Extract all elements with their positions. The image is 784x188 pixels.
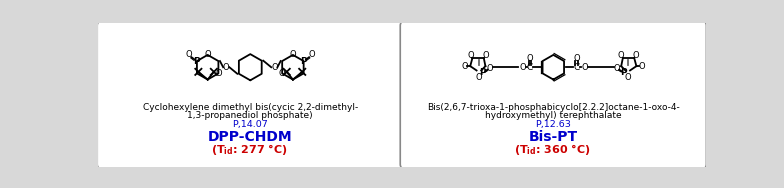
Text: O: O <box>223 63 230 72</box>
Text: O: O <box>581 63 588 72</box>
Text: O: O <box>573 54 580 63</box>
Text: O: O <box>185 50 192 59</box>
Text: O: O <box>618 51 625 60</box>
Text: 1,3-propanediol phosphate): 1,3-propanediol phosphate) <box>187 111 313 120</box>
Text: P: P <box>620 68 627 77</box>
Text: O: O <box>527 54 533 63</box>
Text: O: O <box>271 63 278 72</box>
Text: O: O <box>519 63 525 72</box>
Text: DPP-CHDM: DPP-CHDM <box>208 130 292 144</box>
Text: P: P <box>194 57 200 66</box>
Text: O: O <box>638 62 645 71</box>
FancyBboxPatch shape <box>401 21 706 169</box>
Text: C: C <box>573 63 579 72</box>
Text: Cyclohexylene dimethyl bis(cycic 2,2-dimethyl-: Cyclohexylene dimethyl bis(cycic 2,2-dim… <box>143 103 358 112</box>
Text: hydroxymethyl) terephthalate: hydroxymethyl) terephthalate <box>485 111 622 120</box>
Text: O: O <box>279 69 285 78</box>
Text: O: O <box>215 69 222 78</box>
Text: O: O <box>614 64 620 73</box>
Text: O: O <box>476 73 482 82</box>
Text: O: O <box>486 64 493 73</box>
Text: O: O <box>462 62 468 71</box>
Text: O: O <box>309 50 315 59</box>
FancyBboxPatch shape <box>402 23 709 171</box>
Text: O: O <box>482 51 488 60</box>
Text: P,12.63: P,12.63 <box>535 120 572 129</box>
Text: P: P <box>300 57 307 66</box>
Text: P,14.07: P,14.07 <box>232 120 268 129</box>
Text: P: P <box>480 68 486 77</box>
Text: O: O <box>633 51 639 60</box>
Text: Bis-PT: Bis-PT <box>528 130 578 144</box>
Text: Bis(2,6,7-trioxa-1-phosphabicyclo[2.2.2]octane-1-oxo-4-: Bis(2,6,7-trioxa-1-phosphabicyclo[2.2.2]… <box>427 103 680 112</box>
Text: O: O <box>624 73 631 82</box>
Text: C: C <box>527 63 533 72</box>
FancyBboxPatch shape <box>97 21 403 169</box>
FancyBboxPatch shape <box>100 23 405 171</box>
Text: $\mathbf{(T_{id}}$: 277 °C$\mathbf{)}$: $\mathbf{(T_{id}}$: 277 °C$\mathbf{)}$ <box>211 142 288 157</box>
Text: O: O <box>467 51 474 60</box>
Text: O: O <box>205 50 211 59</box>
Text: O: O <box>289 50 296 59</box>
Text: $\mathbf{(T_{id}}$: 360 °C$\mathbf{)}$: $\mathbf{(T_{id}}$: 360 °C$\mathbf{)}$ <box>514 142 591 157</box>
